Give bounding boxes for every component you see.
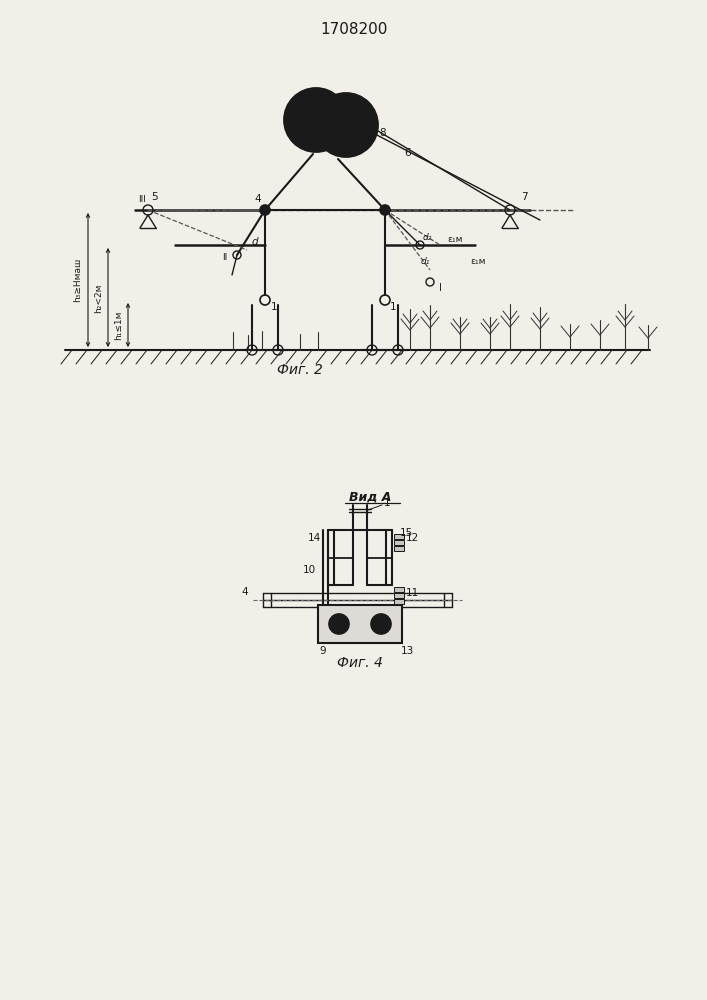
Circle shape [371, 614, 391, 634]
Text: 3: 3 [337, 95, 344, 105]
Bar [394, 546, 404, 551]
Text: Вид А: Вид А [349, 490, 391, 504]
Text: II: II [223, 253, 228, 262]
Text: 1: 1 [384, 498, 390, 508]
Bar [394, 599, 404, 604]
Text: d₂: d₂ [422, 233, 432, 242]
Text: ε₁м: ε₁м [448, 235, 463, 244]
Text: 6: 6 [404, 148, 411, 158]
Text: 11: 11 [405, 588, 419, 598]
Text: 2: 2 [293, 102, 299, 112]
Bar [394, 540, 404, 545]
Bar [394, 587, 404, 592]
Bar [318, 605, 402, 643]
Circle shape [260, 205, 270, 215]
Text: 8: 8 [380, 128, 386, 138]
Circle shape [284, 88, 348, 152]
Text: h₁≤1м: h₁≤1м [115, 310, 124, 340]
Text: ε₁м: ε₁м [470, 257, 486, 266]
Text: 5: 5 [152, 192, 158, 202]
Circle shape [329, 614, 349, 634]
Text: Фиг. 2: Фиг. 2 [277, 363, 323, 377]
Text: h₂<2м: h₂<2м [95, 283, 103, 313]
Text: 4: 4 [255, 194, 262, 204]
Text: 4: 4 [242, 587, 248, 597]
Text: 13: 13 [400, 646, 414, 656]
Text: I: I [438, 283, 441, 293]
Text: d₁: d₁ [421, 257, 430, 266]
Text: 1: 1 [271, 302, 277, 312]
Text: d: d [252, 237, 258, 247]
Text: 7: 7 [520, 192, 527, 202]
Text: h₃≥Hмаш: h₃≥Hмаш [74, 258, 83, 302]
Text: 1: 1 [390, 302, 397, 312]
Circle shape [314, 93, 378, 157]
Text: 14: 14 [308, 533, 321, 543]
Circle shape [380, 205, 390, 215]
Bar [394, 593, 404, 598]
Text: 1708200: 1708200 [320, 22, 387, 37]
Text: Фиг. 4: Фиг. 4 [337, 656, 383, 670]
Text: 15: 15 [399, 528, 413, 538]
Text: 12: 12 [405, 533, 419, 543]
Text: III: III [138, 196, 146, 205]
Bar [394, 534, 404, 539]
Text: 9: 9 [320, 646, 327, 656]
Text: 10: 10 [303, 565, 315, 575]
